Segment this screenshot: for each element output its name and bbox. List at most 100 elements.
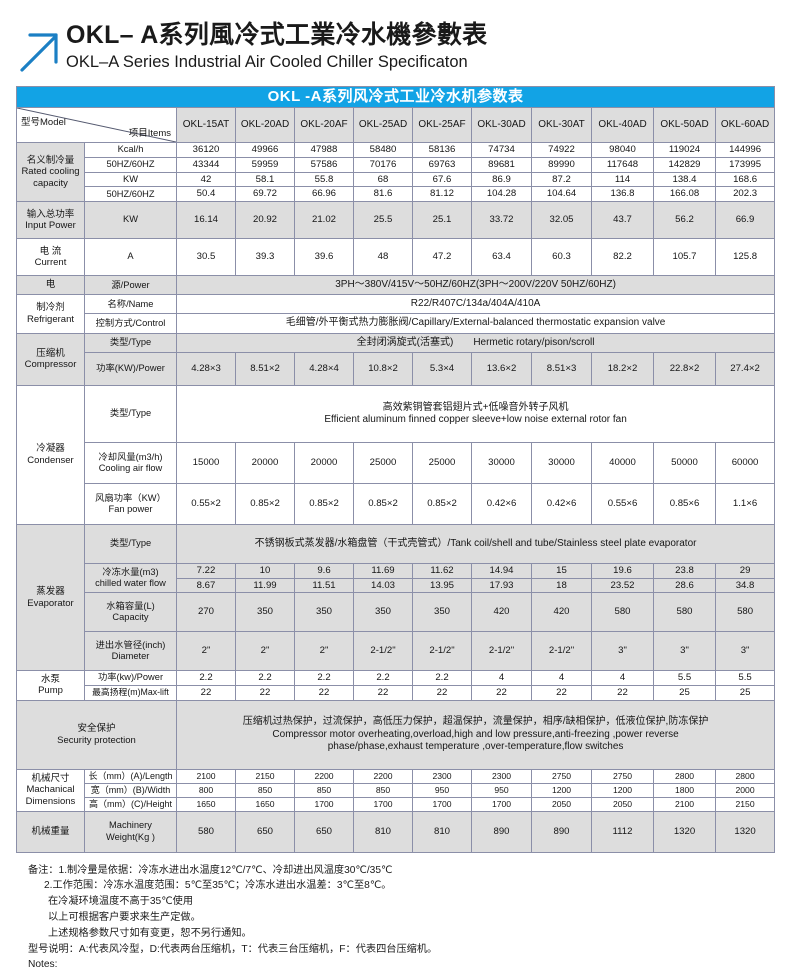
cell: 2050 [531, 796, 592, 812]
group-label-en: Current [34, 257, 67, 269]
cell: 2050 [591, 796, 654, 812]
group-label-en: Evaporator [27, 597, 74, 609]
length-row: 机械尺寸 Machanical Dimensions 长（mm）(A)/Leng… [16, 768, 776, 812]
cell: 144996 [714, 142, 776, 158]
cell: 21.02 [294, 201, 354, 240]
cell: 60.3 [531, 238, 592, 277]
group-label-rated-cooling: 名义制冷量 Rated cooling capacity [16, 142, 85, 203]
cell: 39.6 [294, 238, 354, 277]
cell: 58136 [412, 142, 472, 158]
item-type: 类型/Type [84, 523, 177, 564]
cell: 40000 [591, 441, 654, 484]
cell: 22 [531, 684, 592, 701]
item-label-en: Diameter [111, 651, 150, 662]
model-col-5: OKL-30AD [471, 107, 532, 144]
item-amp: A [84, 238, 177, 277]
cell: 810 [353, 810, 413, 853]
cell: 3" [714, 631, 776, 672]
diagonal-divider-icon [17, 108, 176, 143]
table-banner-row: OKL -A系列风冷式工业冷水机参数表 [15, 85, 776, 109]
refrigerant-name-value: R22/R407C/134a/404A/410A [175, 294, 776, 315]
security-protection-row: 安全保护 Security protection 压缩机过热保护，过流保护，高低… [16, 699, 776, 770]
item-label-cn: 风扇功率（KW） [95, 492, 166, 503]
corner-items-label: 项目Items [128, 127, 171, 139]
cell: 68 [353, 171, 413, 188]
item-type: 类型/Type [84, 332, 177, 353]
fan-power-row: 风扇功率（KW） Fan power 0.55×2 0.85×2 0.85×2 … [17, 482, 776, 525]
cell: 810 [412, 810, 472, 853]
cell: 4.28×3 [176, 351, 236, 386]
cell: 119024 [653, 142, 716, 158]
group-label-cn: 安全保护 [77, 723, 116, 735]
cell: 142829 [653, 157, 716, 173]
cell: 4 [591, 670, 654, 686]
cell: 50000 [653, 441, 716, 484]
cell: 2.2 [353, 670, 413, 686]
cell: 0.55×6 [591, 482, 654, 525]
cell: 20.92 [235, 201, 295, 240]
chilled-water-50-row: 冷冻水量(m3) chilled water flow 7.22 10 9.6 … [17, 562, 776, 594]
width-row: 宽（mm）(B)/Width 800 850 850 850 950 950 1… [17, 782, 776, 798]
cell: 890 [471, 810, 532, 853]
cell: 580 [591, 592, 654, 633]
model-label: OKL-15AT [182, 119, 230, 131]
model-header-row: 型号Model 项目Items OKL-15AT OKL-20AD OKL-20… [16, 107, 776, 144]
cell: 22 [412, 684, 472, 701]
cell: 8.67 [176, 577, 236, 594]
cell: 2-1/2" [471, 631, 532, 672]
model-col-6: OKL-30AT [531, 107, 592, 144]
input-power-row: 输入总功率 Input Power KW 16.14 20.92 21.02 2… [16, 201, 776, 240]
group-label-power: 电 [16, 275, 85, 296]
cell: 22 [471, 684, 532, 701]
cell: 11.51 [294, 577, 354, 594]
cell: 89990 [531, 157, 592, 173]
cell: 350 [235, 592, 295, 633]
cell: 13.95 [412, 577, 472, 594]
corner-model-label: 型号Model [21, 117, 66, 129]
cell: 69763 [412, 157, 472, 173]
cell: 0.55×2 [176, 482, 236, 525]
compressor-type-value: 全封闭涡旋式(活塞式) Hermetic rotary/pison/scroll [175, 332, 776, 353]
cell: 8.51×3 [531, 351, 592, 386]
group-label-en: Refrigerant [27, 313, 74, 325]
model-col-1: OKL-20AD [235, 107, 295, 144]
cell: 10.8×2 [353, 351, 413, 386]
note-line-5: 上述规格参数尺寸如有变更，恕不另行通知。 [48, 927, 252, 939]
cell: 173995 [714, 157, 776, 173]
group-label-en: Compressor [24, 359, 77, 371]
kcal-60hz-row: 50HZ/60HZ 43344 59959 57586 70176 69763 … [17, 157, 776, 173]
title-block: OKL– A系列風冷式工業冷水機參數表 OKL–A Series Industr… [66, 22, 487, 73]
cell: 14.94 [471, 562, 532, 579]
cell: 20000 [294, 441, 354, 484]
cell: 14.03 [353, 577, 413, 594]
power-supply-value: 3PH～380V/415V～50HZ/60HZ(3PH～200V/220V 50… [175, 275, 776, 296]
cell: 25 [653, 684, 716, 701]
compressor-power-row: 功率(KW)/Power 4.28×3 8.51×2 4.28×4 10.8×2… [17, 351, 776, 386]
cell: 2-1/2" [531, 631, 592, 672]
cell: 42 [176, 171, 236, 188]
cell: 22.8×2 [653, 351, 716, 386]
item-label-cn: 冷却风量(m3/h) [98, 451, 163, 462]
cell: 2800 [653, 768, 716, 784]
item-control: 控制方式/Control [84, 313, 177, 334]
cell: 22 [353, 684, 413, 701]
cell: 66.9 [714, 201, 776, 240]
group-label-cn: 压缩机 [36, 347, 65, 359]
model-label: OKL-25AF [418, 119, 466, 131]
cell: 1320 [714, 810, 776, 853]
cell: 63.4 [471, 238, 532, 277]
power-supply-row: 电 源/Power 3PH～380V/415V～50HZ/60HZ(3PH～20… [16, 275, 776, 296]
cell: 950 [412, 782, 472, 798]
model-col-9: OKL-60AD [714, 107, 776, 144]
cell: 580 [176, 810, 236, 853]
cell: 69.72 [235, 186, 295, 203]
cell: 0.85×6 [653, 482, 716, 525]
cell: 350 [412, 592, 472, 633]
cell: 30000 [471, 441, 532, 484]
cell: 138.4 [653, 171, 716, 188]
item-label-en: Capacity [112, 612, 149, 623]
item-length: 长（mm）(A)/Length [84, 768, 177, 784]
group-label-en: Condenser [27, 454, 74, 466]
cell: 82.2 [591, 238, 654, 277]
model-label: OKL-20AF [300, 119, 348, 131]
